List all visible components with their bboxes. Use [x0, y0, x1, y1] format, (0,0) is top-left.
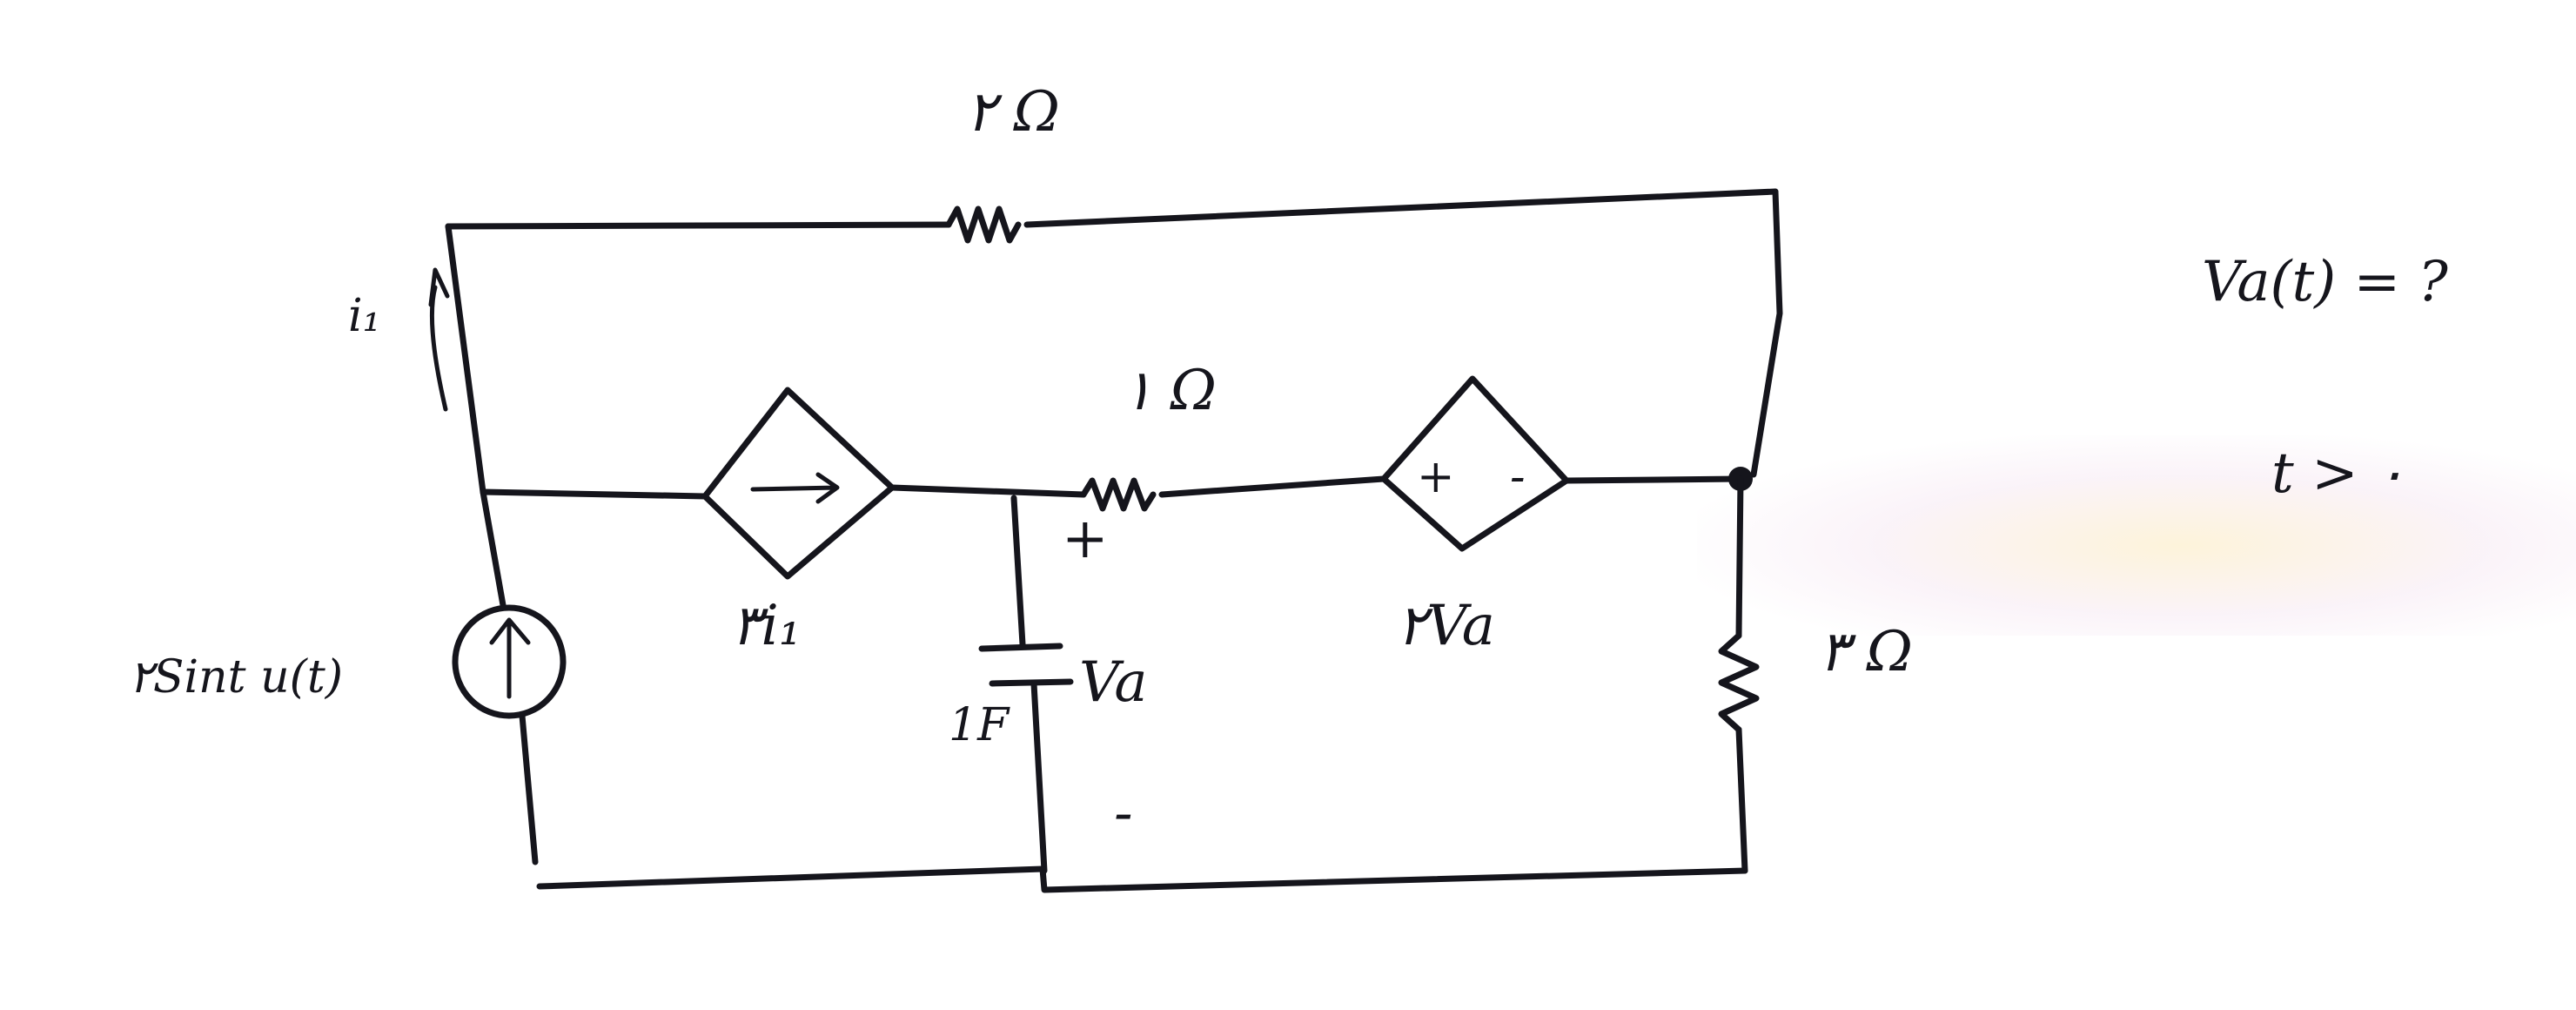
bottom-wire-right	[1039, 865, 1748, 893]
resistor-middle-label: ۱ Ω	[1123, 359, 1217, 423]
dependent-voltage-source	[1380, 375, 1570, 552]
bottom-wire-left	[536, 865, 1046, 890]
middle-wire-1	[480, 488, 708, 500]
right-wire-top	[1735, 475, 1744, 639]
top-wire-left	[445, 221, 952, 230]
resistor-middle	[1080, 477, 1157, 512]
resistor-top-label: ۲ Ω	[966, 80, 1060, 145]
capacitor-wire-bottom	[1030, 680, 1048, 874]
middle-wire-4	[1563, 475, 1744, 484]
current-source-label: ۲Sint u(t)	[129, 651, 343, 704]
resistor-top	[945, 205, 1022, 244]
dependent-current-source-label: ۳i₁	[731, 594, 802, 658]
right-wire-bottom	[1735, 726, 1748, 874]
capacitor-plus-sign: +	[1062, 507, 1109, 571]
current-source	[452, 604, 567, 719]
top-branch	[445, 188, 1779, 244]
voltage-source-plus-sign: +	[1417, 451, 1455, 503]
source-wire-bottom	[519, 712, 539, 865]
right-upper-wire	[1750, 188, 1783, 478]
middle-wire-2	[889, 484, 1087, 498]
capacitor-voltage-label: Va	[1079, 650, 1148, 715]
question-expression: Va(t) = ?	[2202, 250, 2448, 314]
capacitor-minus-sign: -	[1114, 781, 1133, 845]
capacitor-label: 1F	[949, 699, 1010, 751]
top-wire-right	[1023, 188, 1779, 228]
middle-wire-3	[1158, 475, 1387, 498]
voltage-source-minus-sign: -	[1510, 451, 1526, 503]
left-upper-wire	[445, 223, 486, 495]
resistor-right	[1718, 632, 1760, 733]
dependent-voltage-source-label: ۲Va	[1397, 594, 1495, 658]
background-glare	[1697, 435, 2576, 636]
dependent-current-source	[701, 387, 896, 580]
arrow-up-icon	[489, 617, 531, 699]
arrow-right-icon	[750, 472, 840, 504]
question-condition: t > ۰	[2271, 441, 2405, 506]
source-wire-top	[480, 488, 506, 609]
resistor-right-label: ۳ Ω	[1819, 620, 1913, 684]
current-arrow-icon	[428, 267, 450, 412]
branch-current-label: i₁	[348, 290, 380, 342]
capacitor-wire-top	[1010, 495, 1026, 648]
capacitor-plate-top	[978, 643, 1063, 652]
